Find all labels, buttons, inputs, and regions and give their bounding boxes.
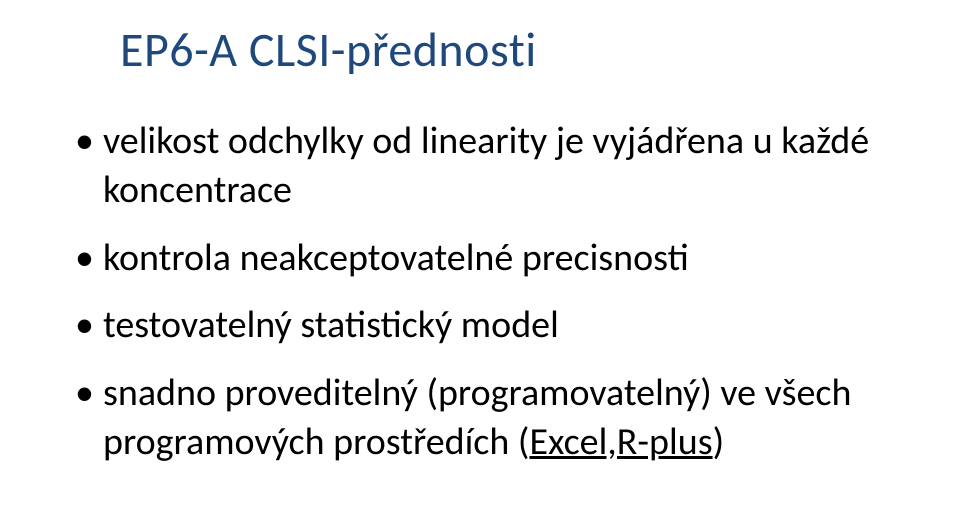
slide-title: EP6-A CLSI-přednosti (120, 20, 920, 79)
list-item: kontrola neakceptovatelné precisnosti (75, 234, 920, 283)
list-item: testovatelný statistický model (75, 301, 920, 350)
bullet-list: velikost odchylky od linearity je vyjádř… (75, 117, 920, 467)
bullet-text-prefix: snadno proveditelný (programovatelný) ve… (103, 370, 851, 465)
bullet-text-link: Excel,R-plus (529, 419, 712, 465)
list-item: snadno proveditelný (programovatelný) ve… (75, 369, 920, 468)
list-item: velikost odchylky od linearity je vyjádř… (75, 117, 920, 216)
bullet-text-suffix: ) (713, 419, 725, 465)
